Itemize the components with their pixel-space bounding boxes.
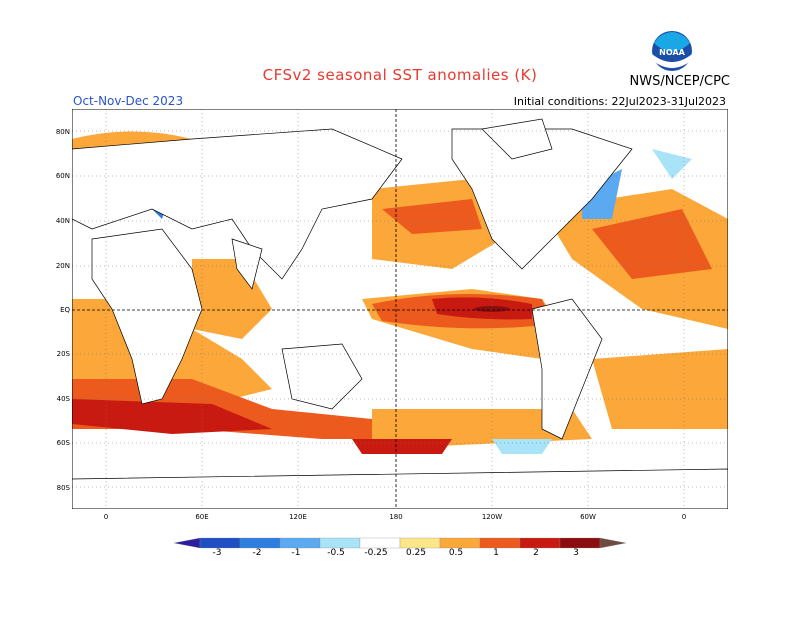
- lon-label: 180: [389, 513, 403, 521]
- lon-label: 120W: [481, 513, 503, 521]
- colorbar-label: -1: [291, 548, 301, 558]
- antarctica: [72, 468, 728, 509]
- lon-label: 60W: [580, 513, 596, 521]
- lon-label: 120E: [289, 513, 307, 521]
- land-masses: [72, 118, 728, 509]
- reference-lines: [72, 109, 728, 509]
- colorbar-arrow-low: [174, 537, 201, 549]
- colorbar-label: 1: [493, 548, 499, 558]
- colorbar: [174, 537, 626, 549]
- lon-label: 0: [681, 513, 687, 521]
- colorbar-label: -3: [212, 548, 222, 558]
- lat-label: 60N: [55, 172, 70, 180]
- colorbar-label: -2: [252, 548, 262, 558]
- colorbar-segment: [479, 537, 521, 549]
- north-america: [451, 128, 633, 270]
- greenland: [481, 118, 553, 160]
- colorbar-segment: [359, 537, 401, 549]
- lon-label: 0: [103, 513, 109, 521]
- colorbar-label: 0.25: [405, 548, 427, 558]
- australia: [281, 343, 363, 410]
- colorbar-label: 0.5: [448, 548, 464, 558]
- colorbar-segment: [519, 537, 561, 549]
- colorbar-segment: [279, 537, 321, 549]
- chart-title: CFSv2 seasonal SST anomalies (K): [262, 66, 538, 84]
- initial-conditions: Initial conditions: 22Jul2023-31Jul2023: [513, 95, 726, 108]
- colorbar-arrow-high: [599, 537, 626, 549]
- lat-label: 80N: [55, 128, 70, 136]
- lat-label: 40S: [56, 395, 70, 403]
- india: [231, 238, 263, 290]
- colorbar-segment: [559, 537, 601, 549]
- lat-label: 60S: [56, 439, 70, 447]
- colorbar-label: -0.5: [327, 548, 345, 558]
- lon-label: 60E: [195, 513, 209, 521]
- colorbar-segment: [319, 537, 361, 549]
- colorbar-label: 3: [573, 548, 579, 558]
- colorbar-segment: [439, 537, 481, 549]
- lat-label: 80S: [56, 484, 70, 492]
- strong-anomaly-regions: [72, 199, 712, 454]
- organization-label: NWS/NCEP/CPC: [629, 74, 730, 89]
- colorbar-label: -0.25: [364, 548, 388, 558]
- lat-label: EQ: [60, 306, 70, 314]
- africa: [91, 228, 203, 405]
- south-america: [531, 298, 603, 440]
- colorbar-label: 2: [533, 548, 539, 558]
- lat-label: 20S: [56, 350, 70, 358]
- colorbar-segment: [239, 537, 281, 549]
- season-label: Oct-Nov-Dec 2023: [73, 94, 184, 108]
- graticule: [72, 109, 728, 509]
- colorbar-segment: [199, 537, 241, 549]
- colorbar-segment: [399, 537, 441, 549]
- noaa-logo-text: NOAA: [659, 48, 685, 57]
- lat-label: 20N: [55, 262, 70, 270]
- lat-label: 40N: [55, 217, 70, 225]
- noaa-logo: NOAA: [652, 31, 692, 71]
- eurasia: [72, 128, 403, 280]
- sst-anomaly-map: [72, 109, 728, 509]
